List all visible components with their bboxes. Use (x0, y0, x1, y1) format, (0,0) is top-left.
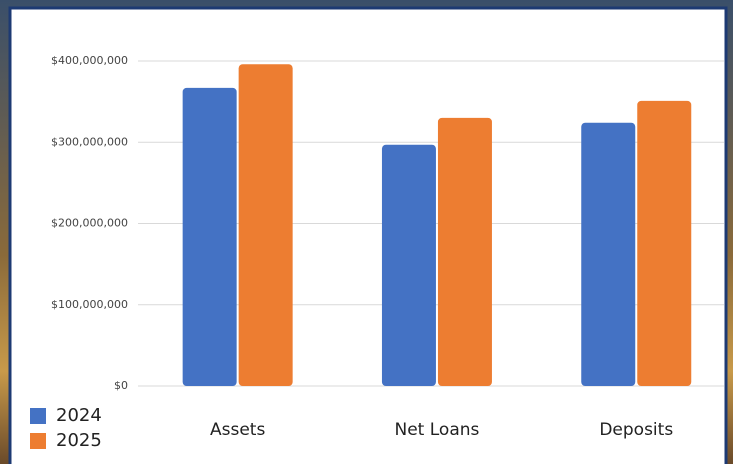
bar (182, 87, 237, 386)
bar (637, 100, 692, 386)
y-tick-label: $0 (114, 379, 128, 392)
legend-label: 2025 (56, 430, 102, 451)
y-tick-label: $400,000,000 (51, 54, 128, 67)
y-tick-label: $200,000,000 (51, 217, 128, 230)
x-tick-label: Assets (210, 420, 265, 440)
x-tick-label: Deposits (599, 420, 673, 440)
x-tick-label: Net Loans (395, 420, 480, 440)
legend-label: 2024 (56, 405, 102, 426)
legend-swatch (30, 433, 46, 449)
bar (437, 117, 492, 386)
bar (381, 144, 436, 386)
bar (238, 64, 293, 386)
y-tick-label: $300,000,000 (51, 135, 128, 148)
bar (581, 122, 636, 386)
legend-swatch (30, 408, 46, 424)
y-tick-label: $100,000,000 (51, 298, 128, 311)
